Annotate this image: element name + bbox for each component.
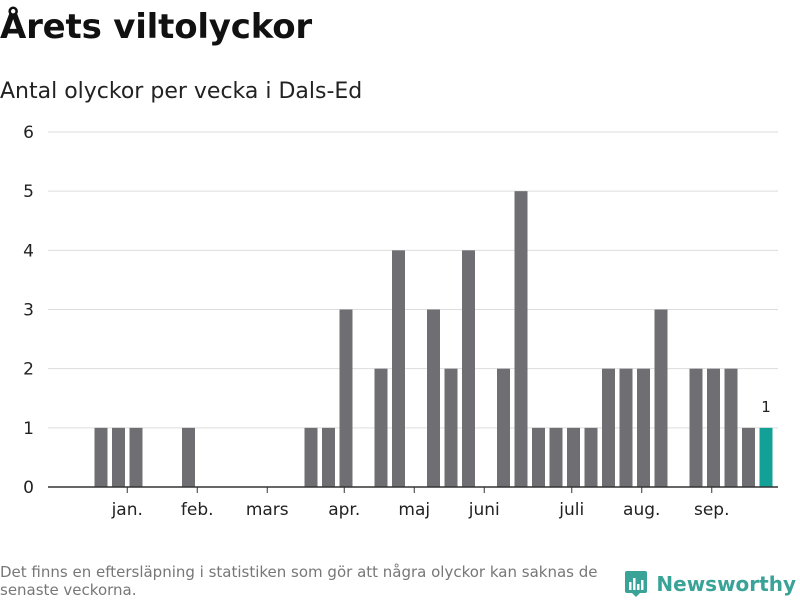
bar [182,427,195,487]
x-tick-label: sep. [694,500,730,520]
brand-name: Newsworthy [656,572,796,596]
bar [724,368,738,487]
y-tick-label: 1 [23,419,34,439]
y-tick-label: 5 [23,182,34,202]
y-tick-label: 4 [23,241,34,261]
bar [444,368,458,487]
x-tick-label: juni [468,500,500,520]
x-tick-label: jan. [111,500,143,520]
x-tick-label: maj [398,500,430,520]
x-tick-label: feb. [181,500,214,520]
bar [549,427,563,487]
chart-title: Årets viltolyckor [0,7,312,47]
bar [322,427,335,487]
bar [304,427,318,487]
bar [654,309,668,487]
bar [584,427,598,487]
bar [567,427,580,487]
bar [689,368,703,487]
x-tick-label: aug. [623,500,660,520]
data-label: 1 [761,398,771,416]
x-tick-label: juli [558,500,584,520]
y-tick-label: 2 [23,360,34,380]
bar [94,427,108,487]
bar [497,368,510,487]
bar [392,250,405,487]
bar [532,427,545,487]
bar-highlighted [759,427,773,487]
footer-note: Det finns en eftersläpning i statistiken… [0,563,598,599]
bar [707,368,720,487]
bar [602,368,615,487]
bar [427,309,440,487]
bar [514,191,528,487]
bar [462,250,475,487]
bar-chart: 0 1 2 3 4 5 6 jan. feb. mars apr. maj juni juli aug. se… [23,123,778,520]
x-tick-label: mars [246,500,289,520]
x-tick-label: apr. [328,500,360,520]
bar [129,427,143,487]
y-tick-label: 6 [23,123,34,143]
bar [619,368,633,487]
chart-subtitle: Antal olyckor per vecka i Dals-Ed [0,79,363,104]
newsworthy-logo-icon [625,571,648,597]
bar [742,427,755,487]
bar [339,309,353,487]
bar [637,368,650,487]
y-tick-label: 0 [23,478,34,498]
bar [112,427,125,487]
bar [374,368,388,487]
brand-logo: Newsworthy [624,570,796,598]
y-tick-label: 3 [23,301,34,321]
